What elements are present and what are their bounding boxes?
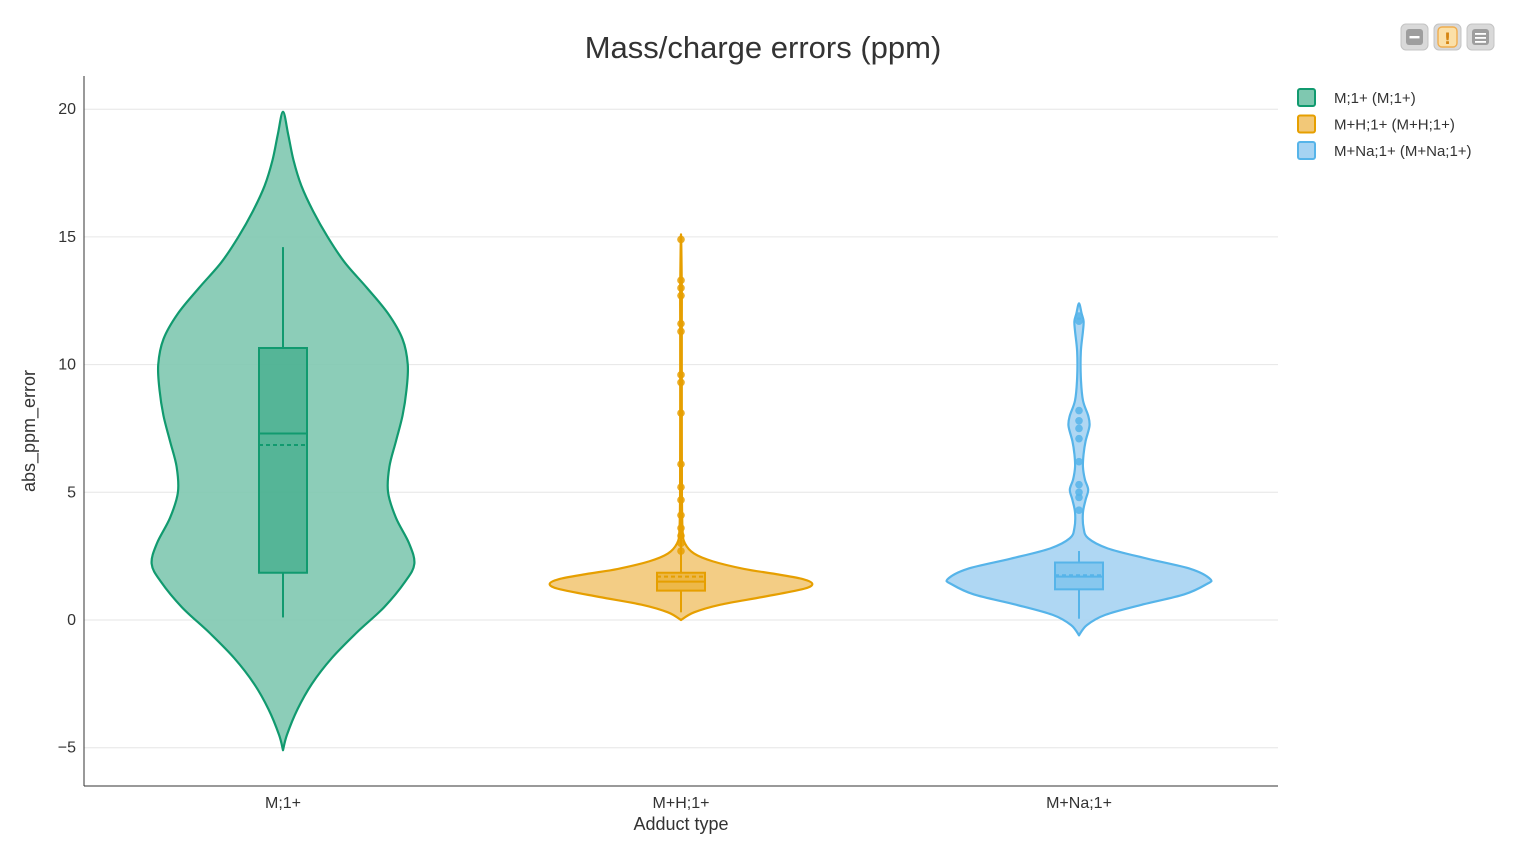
legend-swatch (1297, 88, 1316, 107)
violin-shape (945, 302, 1213, 637)
menu-bar (1475, 33, 1486, 35)
data-point (677, 235, 685, 244)
data-point (1075, 434, 1083, 443)
data-point (677, 460, 685, 469)
data-point (677, 291, 685, 300)
box (258, 346, 308, 574)
data-point (677, 524, 685, 532)
violin-shape (150, 110, 416, 752)
violins (150, 110, 1213, 752)
menu-bar (1475, 37, 1486, 39)
y-tick-label: 5 (67, 484, 76, 501)
data-point (677, 547, 685, 555)
violin-2 (548, 233, 814, 622)
minus-icon (1406, 29, 1423, 45)
exclamation-button[interactable]: ! (1433, 23, 1462, 51)
legend-item-2[interactable]: M+H;1+ (M+H;1+) (1297, 114, 1455, 134)
y-tick-label: 10 (58, 357, 76, 374)
data-point (1075, 406, 1083, 415)
chart-toolbar: ! (1400, 23, 1495, 51)
exclamation-icon: ! (1437, 26, 1458, 48)
data-point (1075, 424, 1083, 433)
data-point (677, 483, 685, 491)
legend[interactable]: M;1+ (M;1+) M+H;1+ (M+H;1+) M+Na;1+ (M+Na;… (1297, 88, 1472, 160)
data-point (1075, 416, 1083, 425)
data-point (677, 531, 685, 540)
x-axis-title: Adduct type (633, 814, 728, 834)
data-point (677, 378, 685, 387)
exclamation-glyph: ! (1444, 29, 1451, 48)
chart-title: Mass/charge errors (ppm) (585, 30, 942, 65)
axes: −5 0 5 10 15 20 M;1+ M+H;1+ M+Na;1+ (58, 76, 1278, 812)
data-point (677, 276, 685, 285)
legend-label: M+H;1+ (M+H;1+) (1334, 117, 1455, 134)
legend-item-1[interactable]: M;1+ (M;1+) (1297, 88, 1416, 107)
legend-swatch (1297, 141, 1316, 160)
hamburger-menu-button[interactable] (1466, 23, 1495, 51)
minus-button[interactable] (1400, 23, 1429, 51)
legend-swatch (1297, 114, 1316, 134)
legend-item-3[interactable]: M+Na;1+ (M+Na;1+) (1297, 141, 1472, 160)
data-point (1075, 312, 1083, 320)
data-point (677, 284, 685, 292)
data-point (677, 511, 685, 520)
data-point (677, 409, 685, 417)
y-tick-label: −5 (58, 740, 76, 757)
data-point (1075, 457, 1083, 466)
menu-bar (1475, 41, 1486, 43)
data-point (677, 327, 685, 336)
data-point (677, 371, 685, 379)
violin-3 (945, 302, 1213, 637)
icon-bg (1437, 26, 1458, 48)
x-tick-label: M+Na;1+ (1046, 795, 1112, 812)
x-tick-label: M+H;1+ (653, 795, 710, 812)
y-tick-label: 20 (58, 101, 76, 118)
data-point (1075, 506, 1083, 514)
data-point (677, 319, 685, 328)
violin-1 (150, 110, 416, 752)
data-point (677, 496, 685, 504)
data-point (1075, 488, 1083, 497)
minus-bar (1409, 36, 1420, 39)
x-tick-label: M;1+ (265, 795, 301, 812)
hamburger-menu-icon (1472, 29, 1489, 45)
y-tick-label: 0 (67, 612, 76, 629)
y-axis-title: abs_ppm_error (19, 370, 40, 492)
y-tick-label: 15 (58, 229, 76, 246)
data-point (677, 539, 685, 548)
legend-label: M+Na;1+ (M+Na;1+) (1334, 143, 1472, 160)
legend-label: M;1+ (M;1+) (1334, 90, 1416, 107)
data-point (1075, 480, 1083, 489)
